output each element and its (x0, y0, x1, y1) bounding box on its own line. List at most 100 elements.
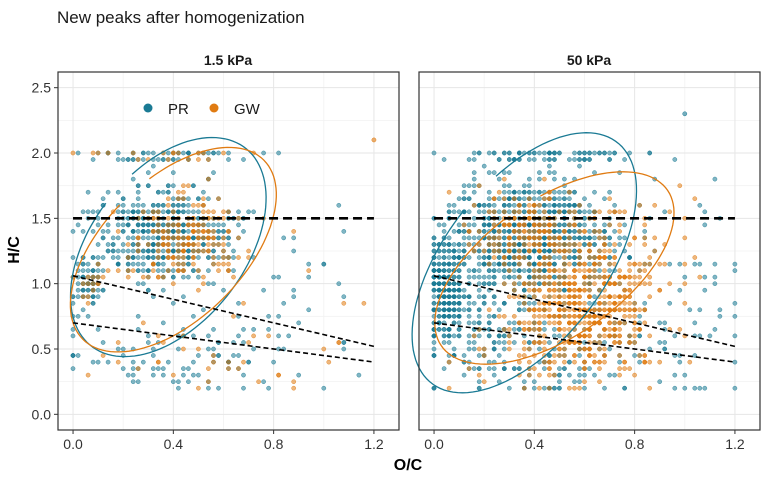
data-point-pr (587, 209, 592, 215)
data-point-gw (697, 274, 703, 280)
data-point-gw (486, 209, 492, 215)
data-point-pr (476, 294, 482, 300)
data-point-pr (441, 300, 447, 306)
reference-line-2 (433, 275, 736, 348)
data-point-pr (692, 353, 698, 358)
data-point-pr (692, 320, 698, 326)
data-point-pr (431, 287, 437, 293)
data-point-gw (547, 255, 552, 260)
data-point-pr (486, 248, 492, 254)
data-point-pr (496, 209, 502, 215)
data-point-gw (531, 222, 537, 228)
data-point-pr (446, 300, 452, 306)
data-point-pr (501, 248, 507, 254)
data-point-gw (176, 189, 181, 195)
data-point-pr (140, 248, 146, 254)
data-point-pr (115, 222, 121, 228)
data-point-gw (537, 242, 542, 247)
data-point-pr (577, 222, 582, 228)
data-point-pr (531, 248, 537, 254)
data-point-pr (140, 235, 146, 241)
data-point-gw (506, 235, 512, 241)
data-point-pr (196, 255, 201, 260)
data-point-pr (552, 196, 557, 202)
data-point-pr (501, 202, 507, 208)
data-point-pr (201, 307, 206, 313)
data-point-gw (80, 281, 86, 287)
data-point-gw (637, 202, 642, 208)
data-point-pr (441, 157, 447, 162)
data-point-pr (431, 281, 437, 287)
data-point-pr (441, 366, 447, 371)
data-point-pr (191, 268, 196, 273)
data-point-pr (526, 255, 532, 260)
data-point-gw (201, 281, 206, 287)
data-point-gw (642, 359, 648, 365)
data-point-pr (186, 248, 191, 254)
data-point-pr (732, 313, 738, 319)
data-point-pr (196, 274, 201, 280)
data-point-gw (567, 300, 572, 306)
data-point-gw (557, 268, 562, 273)
data-point-gw (547, 261, 552, 267)
data-point-gw (491, 209, 497, 215)
data-point-gw (577, 268, 582, 273)
data-point-gw (602, 255, 607, 260)
data-point-pr (191, 235, 196, 241)
data-point-gw (547, 281, 552, 287)
data-point-pr (165, 359, 171, 365)
data-point-gw (191, 202, 196, 208)
panel-50-kpa: 0.0 0.4 0.8 1.2 (411, 71, 761, 452)
data-point-pr (496, 261, 502, 267)
data-point-gw (627, 261, 632, 267)
data-point-gw (682, 281, 688, 287)
data-point-gw (582, 346, 587, 352)
data-point-pr (456, 242, 462, 247)
data-point-pr (181, 229, 186, 234)
data-point-pr (321, 261, 327, 267)
data-point-gw (526, 242, 532, 247)
data-point-pr (170, 274, 176, 280)
data-point-pr (211, 150, 216, 156)
data-point-gw (165, 242, 171, 247)
x-tick-label: 0.8 (625, 436, 645, 452)
data-point-gw (526, 248, 532, 254)
data-point-gw (241, 359, 246, 365)
legend-gw-swatch (209, 103, 219, 113)
data-point-gw (647, 274, 653, 280)
data-point-gw (160, 274, 166, 280)
data-point-gw (617, 372, 622, 378)
data-point-pr (557, 379, 562, 385)
data-point-pr (491, 229, 497, 234)
data-point-gw (602, 359, 607, 365)
data-point-pr (165, 209, 171, 215)
data-point-gw (165, 196, 171, 202)
data-point-gw (531, 366, 537, 371)
data-point-gw (176, 229, 181, 234)
data-point-pr (461, 372, 467, 378)
data-point-pr (582, 385, 587, 391)
data-point-pr (531, 385, 537, 391)
data-point-pr (100, 255, 106, 260)
data-point-pr (491, 170, 497, 175)
data-point-gw (657, 261, 663, 267)
data-point-gw (526, 346, 532, 352)
data-point-pr (160, 248, 166, 254)
data-point-pr (226, 235, 231, 241)
data-point-pr (431, 235, 437, 241)
data-point-pr (732, 359, 738, 365)
data-point-pr (466, 268, 472, 273)
data-point-gw (95, 261, 101, 267)
data-point-gw (371, 137, 377, 143)
data-point-pr (251, 327, 256, 332)
data-point-gw (612, 255, 617, 260)
data-point-pr (466, 274, 472, 280)
data-point-pr (206, 268, 211, 273)
data-point-gw (461, 222, 467, 228)
data-point-pr (130, 242, 136, 247)
data-point-pr (155, 235, 161, 241)
data-point-gw (632, 281, 637, 287)
data-point-pr (471, 268, 477, 273)
data-point-pr (216, 255, 221, 260)
data-point-pr (100, 235, 106, 241)
